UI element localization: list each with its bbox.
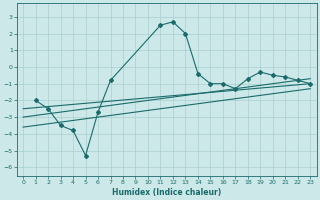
X-axis label: Humidex (Indice chaleur): Humidex (Indice chaleur) — [112, 188, 221, 197]
